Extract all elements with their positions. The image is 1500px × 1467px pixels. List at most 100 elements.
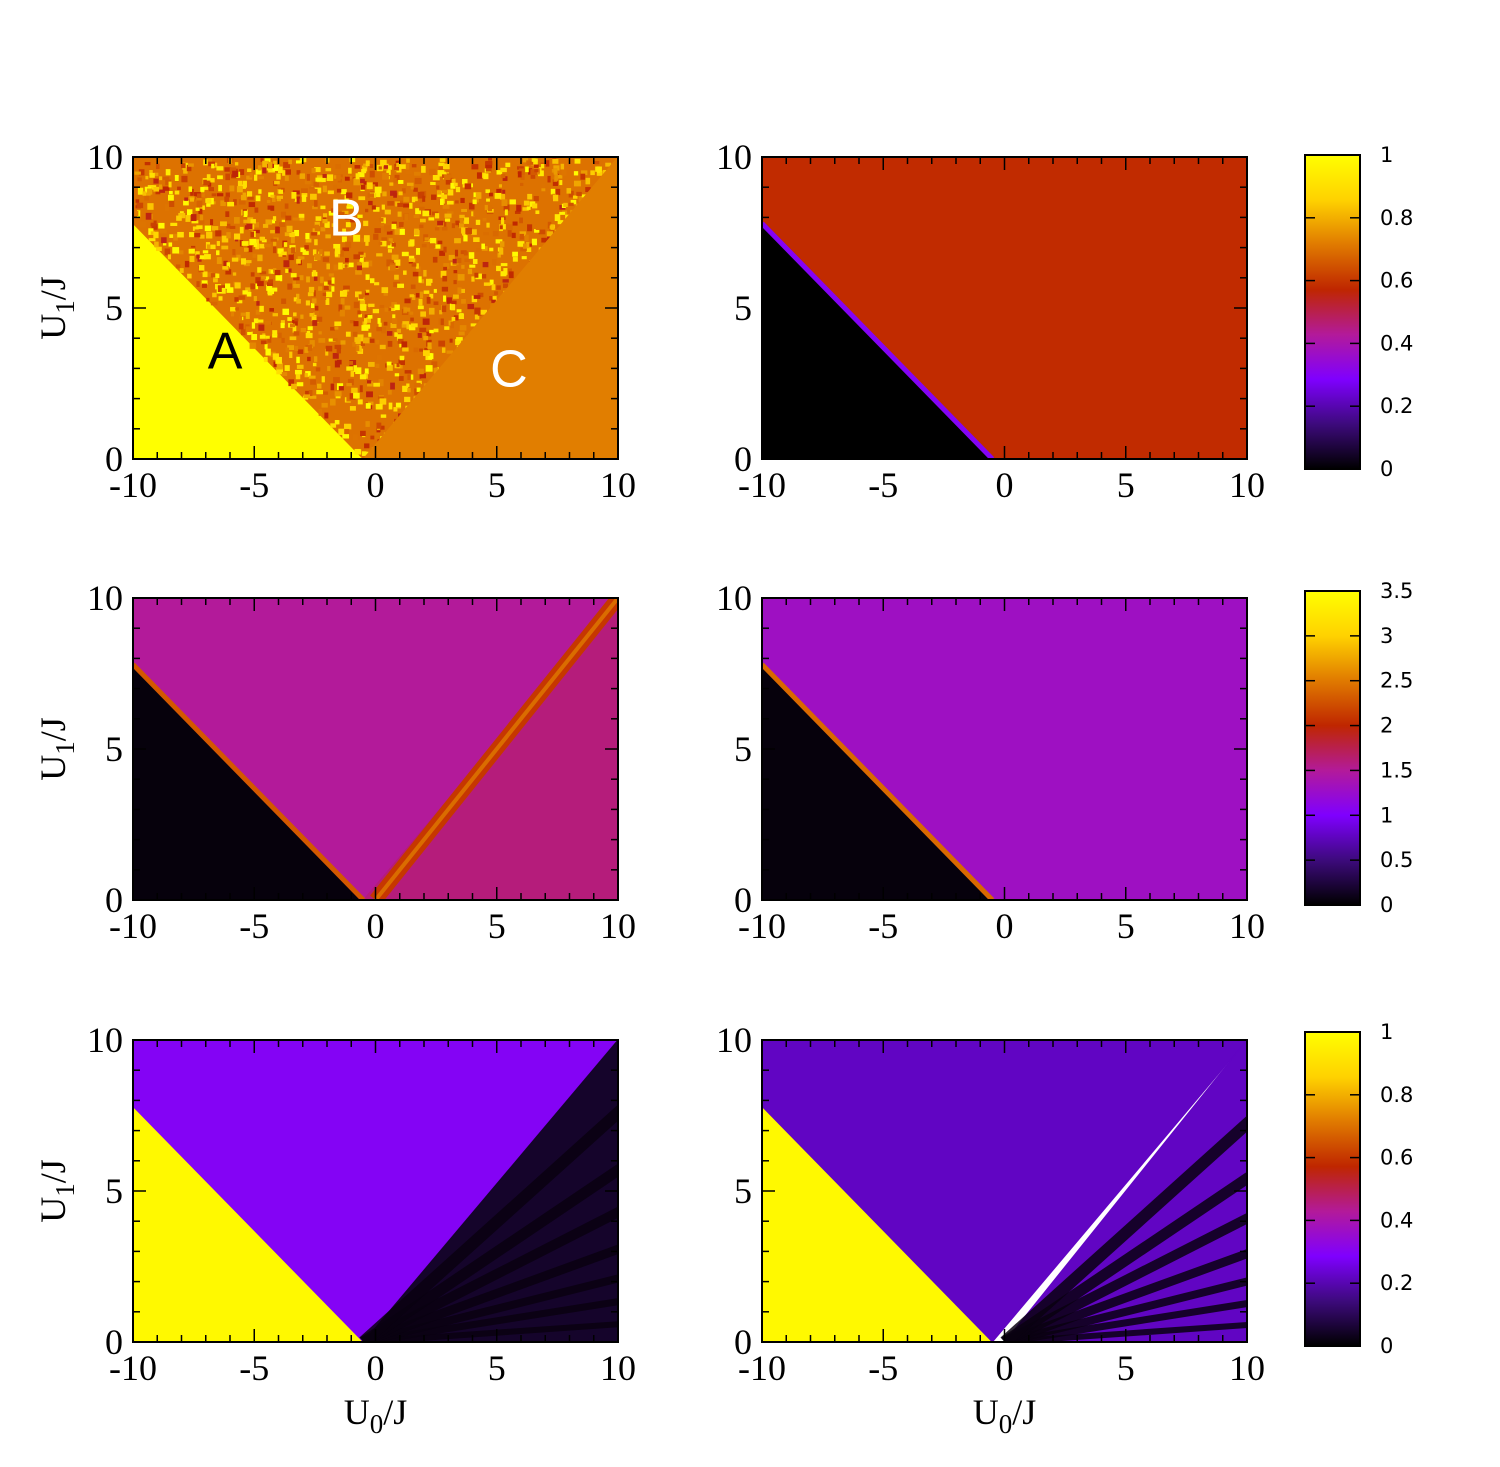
x-axis-label: U0/J xyxy=(973,1392,1037,1439)
fringe-stripes xyxy=(1000,1115,1247,1342)
fringe-stripes xyxy=(359,1104,618,1342)
x-tick-label: -10 xyxy=(109,906,157,946)
x-tick-label: 0 xyxy=(367,1348,385,1388)
x-tick-label: 10 xyxy=(1229,1348,1265,1388)
heatmap-panel-row3-left: -10 -5 0 5 10 0 5 10 U1/J U0/J xyxy=(33,1020,636,1439)
heatmap-region-1 xyxy=(133,1040,618,1342)
colorbar-tick-label: 0 xyxy=(1380,893,1393,917)
heatmap-panel-row3-right: -10 -5 0 5 10 0 5 10 U0/J xyxy=(716,1020,1265,1439)
tick-marks xyxy=(132,597,619,901)
x-tick-label: -5 xyxy=(239,906,269,946)
x-tick-label: 0 xyxy=(367,465,385,505)
colorbar-row-3: 0 0.2 0.4 0.6 0.8 1 xyxy=(1304,1020,1413,1358)
y-tick-label: 10 xyxy=(87,578,123,618)
colorbar-row-1: 0 0.2 0.4 0.6 0.8 1 xyxy=(1304,143,1413,481)
x-tick-label: 0 xyxy=(996,465,1014,505)
y-axis-label: U1/J xyxy=(33,717,80,781)
heatmap-panel-row2-right: -10 -5 0 5 10 0 5 10 xyxy=(716,578,1265,946)
x-tick-label: -5 xyxy=(239,1348,269,1388)
x-tick-label: 10 xyxy=(600,1348,636,1388)
colorbar-tick-label: 0.6 xyxy=(1380,1146,1413,1170)
x-tick-label: 10 xyxy=(600,465,636,505)
x-tick-label: 5 xyxy=(1117,906,1135,946)
colorbars: 0 0.2 0.4 0.6 0.8 1 0 0.5 1 1.5 2 2.5 3 3.5 0 0.2 0.4 0.6… xyxy=(1304,143,1413,1358)
x-tick-label: 5 xyxy=(488,465,506,505)
x-tick-label: -10 xyxy=(109,465,157,505)
heatmap-area xyxy=(133,157,618,459)
colorbar-gradient xyxy=(1304,1031,1361,1347)
colorbar-tick-label: 0 xyxy=(1380,457,1393,481)
colorbar-tick-label: 0.6 xyxy=(1380,269,1413,293)
x-tick-label: 5 xyxy=(1117,1348,1135,1388)
tick-marks xyxy=(132,1039,619,1343)
colorbar-tick-label: 1 xyxy=(1380,803,1393,827)
noise-speckles xyxy=(134,157,612,456)
x-tick-label: -5 xyxy=(868,465,898,505)
y-tick-label: 0 xyxy=(105,1322,123,1362)
heatmap-panel-row1-left: A B C -10 -5 0 5 10 0 5 10 U1/J xyxy=(33,137,636,505)
phase-boundary xyxy=(133,662,366,900)
y-tick-label: 10 xyxy=(716,1020,752,1060)
tick-marks xyxy=(761,597,1248,901)
x-tick-label: 0 xyxy=(367,906,385,946)
heatmap-area xyxy=(762,157,1247,459)
x-tick-label: 5 xyxy=(488,906,506,946)
y-tick-label: 10 xyxy=(716,578,752,618)
colorbar-tick-label: 0.5 xyxy=(1380,848,1413,872)
x-tick-label: -10 xyxy=(109,1348,157,1388)
x-tick-label: 5 xyxy=(1117,465,1135,505)
phase-boundary xyxy=(762,662,995,900)
heatmap-area xyxy=(762,598,1247,900)
y-tick-label: 10 xyxy=(87,1020,123,1060)
x-tick-label: 0 xyxy=(996,906,1014,946)
heatmap-area xyxy=(133,598,618,900)
colorbar-tick-label: 1 xyxy=(1380,1020,1393,1044)
region-label-B: B xyxy=(329,189,364,247)
colorbar-tick-label: 1 xyxy=(1380,143,1393,167)
region-label-A: A xyxy=(208,322,243,380)
x-tick-label: -5 xyxy=(868,1348,898,1388)
y-tick-label: 10 xyxy=(87,137,123,177)
tick-marks xyxy=(761,156,1248,460)
colorbar-tick-label: 3 xyxy=(1380,624,1393,648)
y-tick-label: 5 xyxy=(105,288,123,328)
y-tick-label: 5 xyxy=(734,729,752,769)
tick-marks xyxy=(761,1039,1248,1343)
colorbar-tick-label: 2.5 xyxy=(1380,669,1413,693)
y-tick-label: 0 xyxy=(105,439,123,479)
colorbar-tick-label: 0.2 xyxy=(1380,1271,1413,1295)
colorbar-gradient xyxy=(1304,154,1361,470)
x-tick-label: 10 xyxy=(1229,465,1265,505)
heatmap-panels: A B C -10 -5 0 5 10 0 5 10 U1/J -10 -5 0 5 10 0 5 10 -10 -5 0 5… xyxy=(33,137,1265,1439)
colorbar-tick-label: 3.5 xyxy=(1380,579,1413,603)
heatmap-region-C xyxy=(362,157,618,459)
colorbar-tick-label: 2 xyxy=(1380,714,1393,738)
heatmap-region-2 xyxy=(1003,1040,1247,1342)
y-axis-label: U1/J xyxy=(33,276,80,340)
x-tick-label: 0 xyxy=(996,1348,1014,1388)
heatmap-panel-row1-right: -10 -5 0 5 10 0 5 10 xyxy=(716,137,1265,505)
x-tick-label: 10 xyxy=(600,906,636,946)
heatmap-panel-row2-left: -10 -5 0 5 10 0 5 10 U1/J xyxy=(33,578,636,946)
x-axis-label: U0/J xyxy=(344,1392,408,1439)
x-tick-label: -10 xyxy=(738,906,786,946)
y-tick-label: 5 xyxy=(105,1171,123,1211)
y-tick-label: 5 xyxy=(734,1171,752,1211)
y-tick-label: 5 xyxy=(105,729,123,769)
x-tick-label: -10 xyxy=(738,465,786,505)
heatmap-region-1 xyxy=(762,1040,1247,1342)
y-tick-label: 0 xyxy=(734,439,752,479)
x-tick-label: 10 xyxy=(1229,906,1265,946)
y-tick-label: 0 xyxy=(105,880,123,920)
colorbar-row-2: 0 0.5 1 1.5 2 2.5 3 3.5 xyxy=(1304,579,1413,917)
y-tick-label: 0 xyxy=(734,880,752,920)
phase-boundary xyxy=(762,221,995,459)
colorbar-tick-label: 0.2 xyxy=(1380,394,1413,418)
heatmap-area xyxy=(762,1040,1247,1342)
colorbar-tick-label: 0 xyxy=(1380,1334,1393,1358)
y-axis-label: U1/J xyxy=(33,1159,80,1223)
region-label-C: C xyxy=(490,340,528,398)
x-tick-label: 5 xyxy=(488,1348,506,1388)
y-tick-label: 10 xyxy=(716,137,752,177)
